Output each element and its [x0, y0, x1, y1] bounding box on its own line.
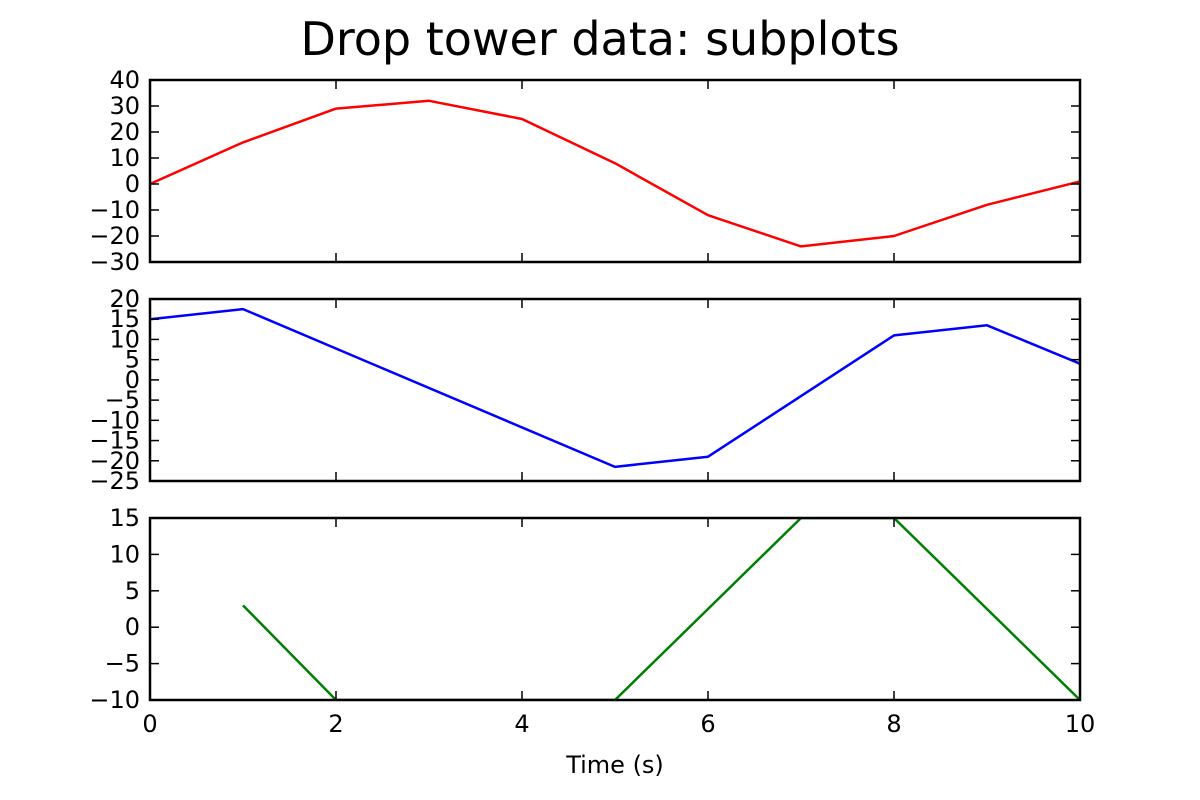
x-tick-label: 8	[886, 710, 901, 738]
x-tick-label: 2	[328, 710, 343, 738]
subplot-group: −30−20−10010203040−25−20−15−10−505101520…	[89, 66, 1095, 738]
y-tick-label: −15	[89, 427, 140, 455]
y-tick-label: 5	[125, 577, 140, 605]
axes-frame-top	[148, 78, 1082, 264]
y-tick-label: 0	[125, 170, 140, 198]
y-tick-label: 15	[109, 504, 140, 532]
y-tick-label: −30	[89, 248, 140, 276]
y-tick-label: −20	[89, 447, 140, 475]
y-tick-label: 10	[109, 540, 140, 568]
y-tick-label: 15	[109, 305, 140, 333]
y-tick-label: −5	[105, 650, 140, 678]
y-tick-label: −25	[89, 467, 140, 495]
y-tick-label: 0	[125, 366, 140, 394]
y-tick-label: 0	[125, 613, 140, 641]
y-tick-label: −10	[89, 406, 140, 434]
y-tick-label: 5	[125, 346, 140, 374]
series-line-middle	[150, 307, 1080, 469]
y-tick-label: 10	[109, 144, 140, 172]
y-tick-label: 10	[109, 325, 140, 353]
x-tick-label: 10	[1065, 710, 1096, 738]
y-tick-label: 20	[109, 118, 140, 146]
y-tick-label: −10	[89, 686, 140, 714]
y-tick-label: −20	[89, 222, 140, 250]
axes-frame-middle	[148, 297, 1082, 483]
y-tick-label: −10	[89, 196, 140, 224]
chart-title: Drop tower data: subplots	[300, 12, 899, 66]
x-tick-label: 6	[700, 710, 715, 738]
y-tick-label: −5	[105, 386, 140, 414]
x-tick-label: 0	[142, 710, 157, 738]
series-line-bottom	[242, 518, 1080, 700]
x-axis-label: Time (s)	[565, 751, 664, 779]
y-tick-label: 40	[109, 66, 140, 94]
y-tick-label: 20	[109, 285, 140, 313]
axes-frame-bottom	[148, 516, 1082, 702]
series-line-top	[150, 99, 1080, 248]
y-tick-label: 30	[109, 92, 140, 120]
subplot-bottom: −10 −5 0 5 10 15 0 2 4 6 8 10	[89, 504, 1095, 738]
x-tick-label: 4	[514, 710, 529, 738]
